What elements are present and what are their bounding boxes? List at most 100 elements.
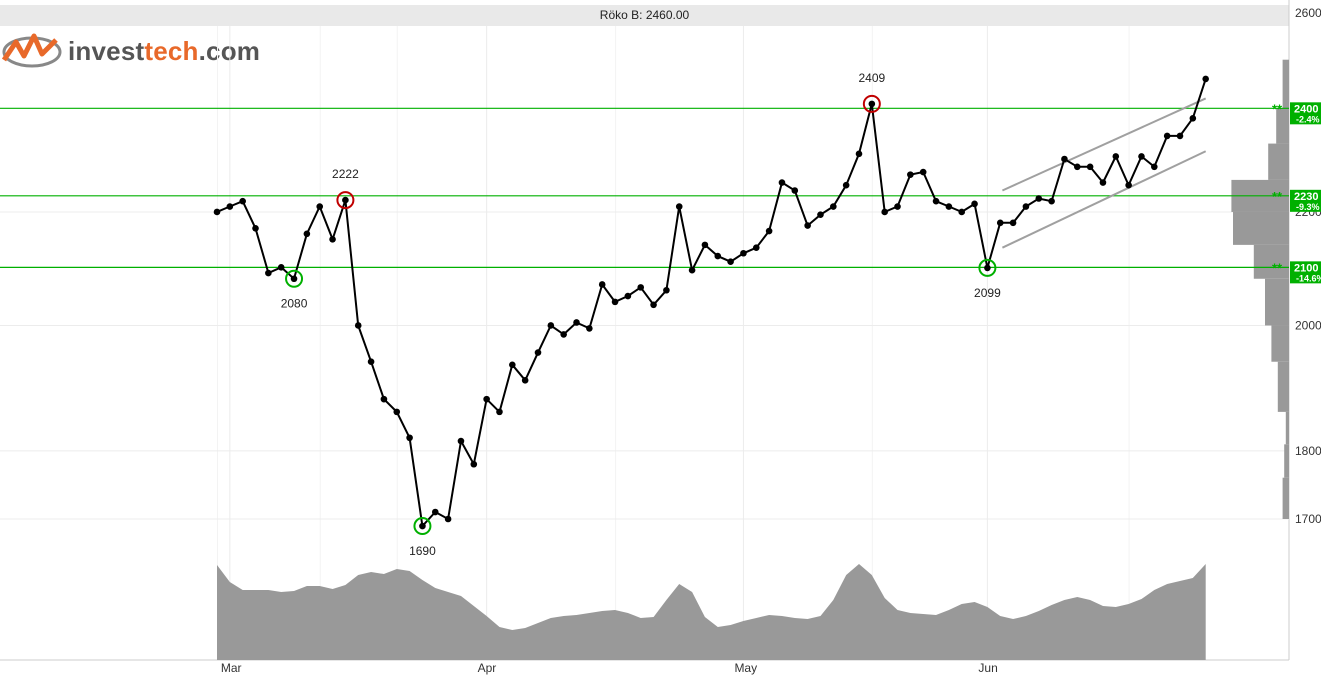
price-point [393, 408, 401, 416]
x-tick-label: May [734, 661, 757, 675]
price-point [855, 150, 863, 158]
y-tick-label: 2600 [1295, 6, 1321, 20]
extreme-marker-bottom [413, 517, 432, 536]
price-point [817, 211, 824, 218]
price-point [637, 284, 645, 291]
price-point [663, 286, 670, 294]
price-point [509, 361, 516, 369]
price-point [1125, 181, 1132, 189]
price-point [714, 252, 722, 260]
price-point [239, 197, 246, 205]
extreme-marker-top [336, 191, 355, 210]
price-point [213, 208, 221, 216]
price-point [329, 236, 336, 243]
y-tick-label: 1700 [1295, 512, 1321, 526]
volume-profile-bar [1284, 444, 1289, 478]
chart-title: Röko B: 2460.00 [599, 8, 690, 22]
price-point [881, 208, 888, 216]
support-pct-label: -2.4% [1296, 114, 1320, 124]
price-point [316, 203, 324, 210]
price-point [406, 434, 413, 442]
price-point [971, 200, 978, 208]
price-point [868, 100, 876, 108]
price-point [1163, 132, 1171, 140]
extreme-marker-bottom [978, 258, 997, 277]
price-point [842, 181, 850, 189]
trend-channel-upper [1001, 97, 1207, 192]
price-point [547, 322, 555, 329]
price-point [688, 266, 696, 274]
price-point [265, 269, 272, 277]
price-point [675, 203, 683, 210]
price-point [226, 203, 234, 210]
volume-profile-bar [1271, 325, 1289, 362]
price-point [945, 203, 953, 210]
support-label-box [1290, 189, 1321, 212]
price-point [483, 395, 490, 403]
price-point [470, 460, 478, 468]
price-point [830, 203, 837, 210]
price-point [419, 522, 426, 530]
y-tick-label: 1800 [1295, 444, 1321, 458]
price-point [611, 298, 619, 306]
volume-profile-bar [1285, 411, 1289, 445]
extreme-label: 2080 [281, 297, 308, 311]
price-point [1035, 195, 1043, 202]
price-point [1138, 153, 1145, 160]
price-point [624, 292, 632, 300]
logo-icon [1, 33, 62, 68]
price-point [727, 258, 734, 265]
price-point [958, 208, 966, 216]
price-point [701, 241, 709, 249]
price-point [342, 196, 349, 204]
extreme-marker-bottom [285, 269, 304, 288]
price-point [1202, 75, 1209, 83]
extreme-label: 1690 [409, 544, 436, 558]
extreme-marker-top [862, 94, 881, 113]
price-point [534, 349, 542, 356]
price-point [894, 203, 901, 210]
support-stars: ** [1272, 189, 1283, 204]
price-point [380, 395, 388, 403]
price-point [457, 437, 465, 445]
trend-channel-lower [1001, 150, 1207, 249]
volume-profile-bar [1253, 244, 1289, 279]
price-point [1176, 132, 1184, 140]
price-point [740, 249, 747, 257]
volume-profile-bar [1233, 211, 1289, 245]
volume-profile-bar [1282, 59, 1289, 109]
x-tick-label: Jun [978, 661, 997, 675]
volume-profile-bar [1282, 477, 1289, 519]
support-pct-label: -9.3% [1296, 202, 1320, 212]
price-point [765, 227, 773, 235]
support-label-box [1290, 261, 1321, 284]
title-bar [0, 5, 1289, 26]
price-point [791, 187, 799, 194]
volume-profile-bar [1265, 278, 1289, 326]
volume-profile-bar [1277, 361, 1289, 412]
support-level-label: 2100 [1294, 262, 1318, 274]
price-point [778, 179, 786, 186]
price-point [303, 230, 311, 238]
price-point [586, 325, 593, 332]
price-point [1189, 114, 1197, 122]
price-point [907, 171, 914, 178]
price-point [354, 322, 362, 329]
price-point [1086, 163, 1094, 171]
support-level-label: 2230 [1294, 191, 1318, 203]
price-point [1061, 155, 1068, 163]
price-point [521, 376, 529, 384]
price-point [1048, 197, 1055, 205]
support-level-label: 2400 [1294, 103, 1318, 115]
volume-profile-bar [1276, 108, 1289, 144]
price-point [804, 222, 811, 229]
price-point [290, 275, 298, 283]
price-point [598, 281, 606, 288]
extreme-label: 2409 [858, 71, 885, 85]
extreme-label: 2099 [974, 286, 1001, 300]
price-point [752, 244, 760, 251]
support-label-box [1290, 102, 1321, 125]
price-point [650, 301, 657, 309]
